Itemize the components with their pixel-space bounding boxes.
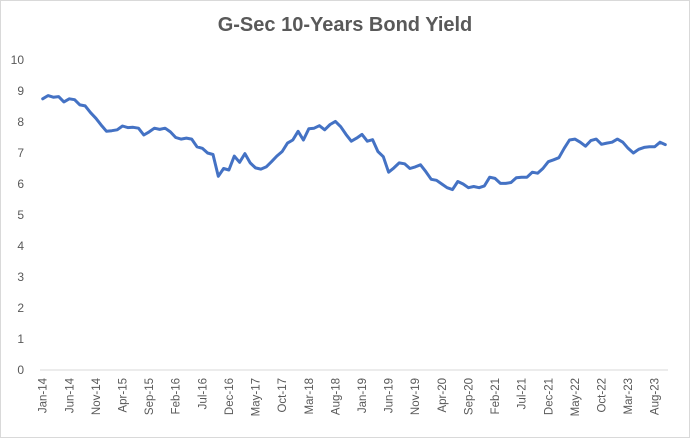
- x-tick-label: Oct-22: [596, 378, 608, 413]
- y-tick-label: 1: [17, 332, 24, 346]
- x-tick-label: May-17: [251, 378, 263, 416]
- x-tick-label: Feb-16: [171, 378, 183, 414]
- x-tick-label: Dec-16: [224, 378, 236, 415]
- y-tick-label: 2: [17, 301, 24, 315]
- y-tick-label: 7: [17, 146, 24, 160]
- x-tick-label: Jan-14: [38, 377, 50, 413]
- chart-title: G-Sec 10-Years Bond Yield: [217, 14, 473, 36]
- x-tick-label: Dec-21: [543, 378, 555, 415]
- y-tick-label: 6: [17, 177, 24, 191]
- series-line: [41, 94, 667, 192]
- x-tick-label: Oct-17: [277, 378, 289, 413]
- x-tick-label: May-22: [570, 378, 582, 416]
- x-tick-label: Mar-23: [623, 378, 635, 414]
- x-tick-label: Jan-19: [357, 378, 369, 413]
- x-tick-label: Jun-14: [64, 377, 76, 413]
- y-tick-label: 0: [17, 363, 24, 377]
- x-tick-label: Apr-15: [117, 378, 129, 413]
- x-tick-label: Apr-20: [437, 378, 449, 413]
- x-tick-label: Aug-18: [330, 378, 342, 415]
- y-tick-label: 10: [11, 53, 25, 67]
- x-tick-label: Nov-14: [91, 377, 103, 415]
- x-tick-label: Mar-18: [304, 378, 316, 414]
- x-tick-label: Jul-21: [517, 378, 529, 409]
- y-tick-label: 9: [17, 84, 24, 98]
- y-tick-label: 8: [17, 115, 24, 129]
- y-tick-label: 4: [17, 239, 24, 253]
- x-tick-label: Sep-20: [463, 378, 475, 415]
- x-tick-label: Jun-19: [384, 378, 396, 413]
- x-tick-label: Nov-19: [410, 378, 422, 415]
- x-tick-label: Sep-15: [144, 378, 156, 415]
- x-tick-label: Jul-16: [197, 378, 209, 409]
- y-tick-label: 3: [17, 270, 24, 284]
- y-tick-label: 5: [17, 208, 24, 222]
- x-tick-label: Feb-21: [490, 378, 502, 414]
- x-tick-label: Aug-23: [650, 378, 662, 415]
